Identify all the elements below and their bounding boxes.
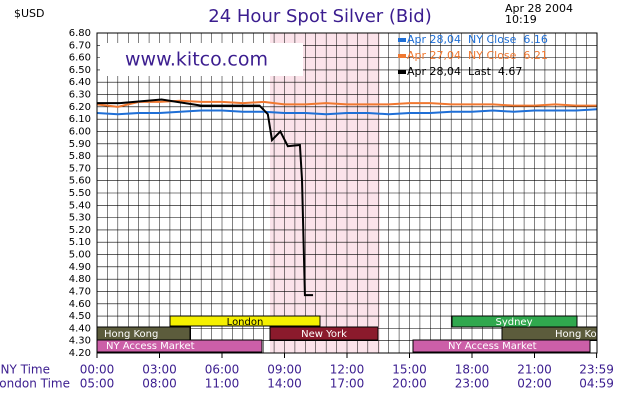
session-bar (412, 339, 591, 353)
y-tick-label: 5.60 (69, 176, 91, 187)
x2-tick-label: 11:00 (205, 377, 240, 391)
x-tick-label: 06:00 (205, 363, 240, 377)
y-unit: $USD (14, 7, 45, 20)
y-tick-label: 5.40 (69, 200, 91, 211)
y-tick-label: 5.20 (69, 225, 91, 236)
x2-tick-label: 04:59 (579, 377, 614, 391)
x-tick-label: 03:00 (142, 363, 177, 377)
legend-swatch (398, 54, 406, 58)
chart-title: 24 Hour Spot Silver (Bid) (208, 6, 431, 27)
y-tick-label: 5.30 (69, 213, 91, 224)
legend-label: Apr 27,04 NY Close 6.21 (407, 49, 548, 62)
plot-frame (96, 32, 598, 354)
y-tick-label: 6.40 (69, 77, 91, 88)
legend-label: Apr 28,04 Last 4.67 (407, 65, 522, 78)
y-tick-label: 5.80 (69, 151, 91, 162)
x2-tick-label: 23:00 (455, 377, 490, 391)
legend-label: Apr 28,04 NY Close 6.16 (407, 33, 548, 46)
series-line (96, 99, 597, 108)
x2-tick-label: 14:00 (267, 377, 302, 391)
grid (96, 32, 598, 358)
y-tick-label: 6.50 (69, 65, 91, 76)
x-tick-label: 00:00 (80, 363, 115, 377)
x-tick-label: 18:00 (455, 363, 490, 377)
y-tick-label: 6.60 (69, 53, 91, 64)
y-tick-label: 6.30 (69, 90, 91, 101)
y-tick-label: 4.80 (69, 274, 91, 285)
y-tick-label: 5.70 (69, 163, 91, 174)
y-tick-label: 4.60 (69, 299, 91, 310)
watermark-box (100, 43, 303, 76)
session-label: NY Access Market (448, 341, 537, 352)
y-tick-label: 4.40 (69, 323, 91, 334)
y-tick-label: 4.30 (69, 336, 91, 347)
series-line (97, 98, 314, 297)
lines (96, 98, 598, 297)
y-tick-label: 6.80 (69, 28, 91, 39)
x-tick-label: 09:00 (267, 363, 302, 377)
x2-tick-label: 17:00 (330, 377, 365, 391)
x-tick-label: 23:59 (579, 363, 614, 377)
session-bar (269, 326, 379, 341)
y-tick-label: 4.50 (69, 311, 91, 322)
session-label: Hong Kong (104, 329, 158, 340)
x2-axis-label: London Time (0, 377, 70, 391)
x2-tick-label: 08:00 (142, 377, 177, 391)
y-tick-label: 6.10 (69, 114, 91, 125)
x2-tick-label: 05:00 (80, 377, 115, 391)
series-line (96, 108, 598, 116)
x-axis-label: NY Time (1, 363, 51, 377)
y-tick-label: 5.50 (69, 188, 91, 199)
session-label: Sydney (495, 317, 532, 328)
watermark: www.kitco.com (125, 49, 268, 71)
y-tick-label: 5.00 (69, 250, 91, 261)
session-bar (169, 315, 321, 327)
timestamp-time: 10:19 (505, 13, 537, 26)
session-label: New York (301, 329, 347, 340)
legend: Apr 28,04 NY Close 6.16 Apr 27,04 NY Clos… (398, 33, 548, 78)
x2-tick-label: 20:00 (392, 377, 427, 391)
y-tick-label: 6.70 (69, 40, 91, 51)
y-tick-label: 6.20 (69, 102, 91, 113)
x-tick-label: 15:00 (392, 363, 427, 377)
session-label: NY Access Market (106, 341, 195, 352)
y-tick-label: 4.90 (69, 262, 91, 273)
x-tick-label: 21:00 (517, 363, 552, 377)
y-tick-label: 4.70 (69, 286, 91, 297)
legend-swatch (398, 38, 406, 42)
x-tick-label: 12:00 (330, 363, 365, 377)
session-label: London (227, 317, 264, 328)
x2-tick-label: 02:00 (517, 377, 552, 391)
timestamp-date: Apr 28 2004 (505, 2, 573, 15)
y-tick-label: 6.00 (69, 126, 91, 137)
y-tick-label: 5.10 (69, 237, 91, 248)
y-tick-label: 5.90 (69, 139, 91, 150)
y-tick-label: 4.20 (69, 348, 91, 359)
legend-swatch (398, 70, 406, 74)
session-label: Hong Kong (555, 329, 609, 340)
sessions: London Hong Kong New York Sydney Hong Ko… (96, 315, 609, 353)
